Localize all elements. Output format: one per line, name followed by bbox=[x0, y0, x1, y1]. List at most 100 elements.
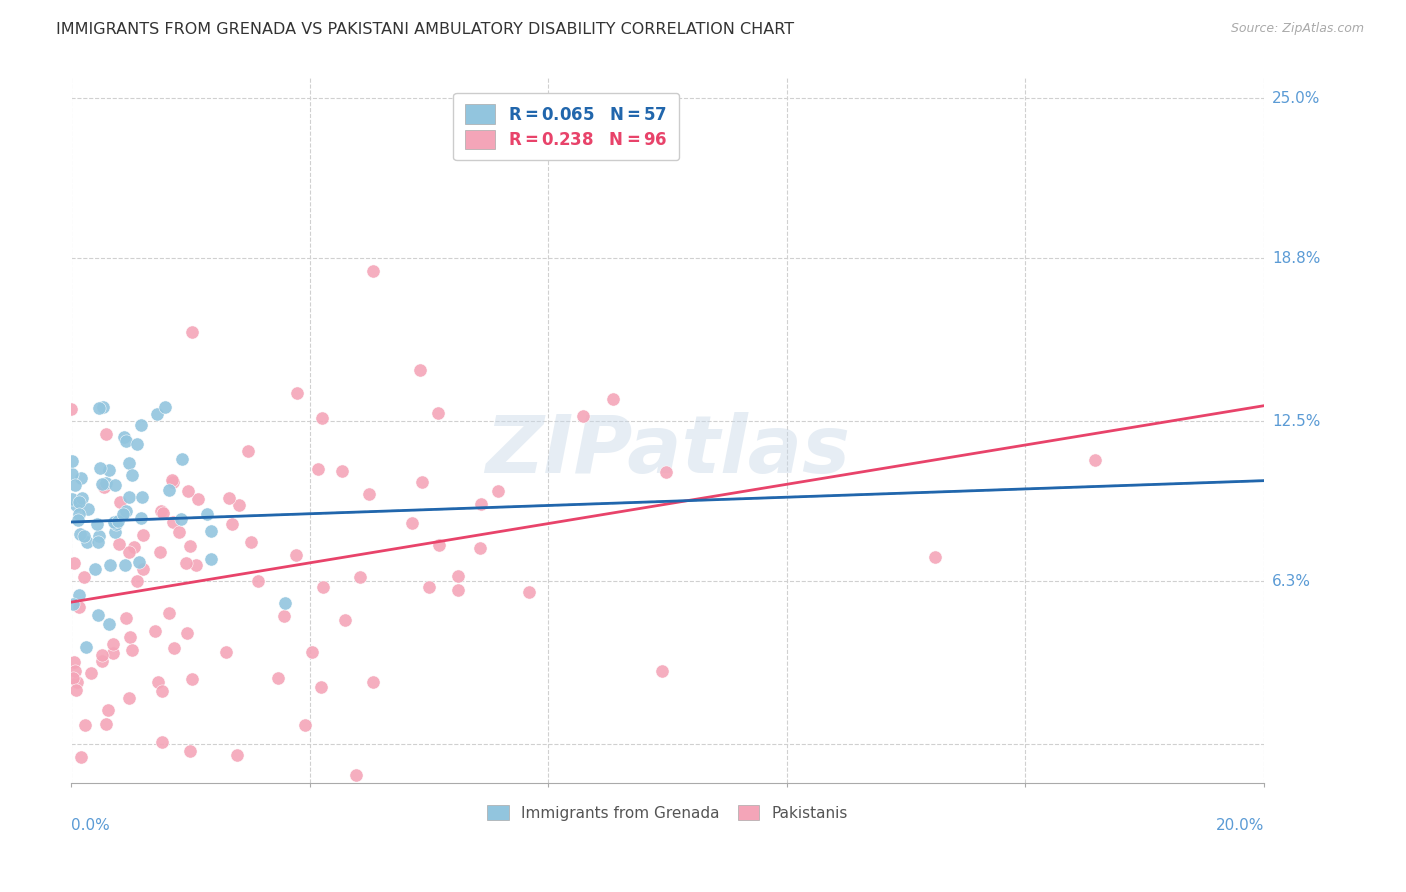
Point bbox=[181, 672, 204, 686]
Point bbox=[108, 537, 131, 551]
Point bbox=[121, 643, 143, 657]
Text: 6.3%: 6.3% bbox=[1272, 574, 1312, 589]
Point bbox=[162, 515, 184, 529]
Point bbox=[97, 703, 120, 717]
Point bbox=[401, 516, 423, 531]
Point bbox=[195, 507, 218, 521]
Point bbox=[200, 524, 222, 538]
Point bbox=[100, 558, 122, 573]
Point bbox=[101, 637, 124, 651]
Legend: Immigrants from Grenada, Pakistanis: Immigrants from Grenada, Pakistanis bbox=[479, 797, 855, 829]
Point bbox=[60, 454, 83, 468]
Point bbox=[73, 570, 96, 584]
Point bbox=[94, 717, 117, 731]
Point bbox=[104, 517, 127, 532]
Point bbox=[104, 525, 127, 540]
Point bbox=[67, 507, 90, 521]
Point bbox=[446, 568, 468, 582]
Point bbox=[408, 363, 430, 377]
Point bbox=[240, 534, 263, 549]
Point bbox=[73, 529, 96, 543]
Point bbox=[274, 596, 297, 610]
Point bbox=[236, 444, 259, 458]
Point bbox=[221, 517, 243, 532]
Point bbox=[143, 624, 166, 639]
Text: ZIPatlas: ZIPatlas bbox=[485, 412, 851, 491]
Point bbox=[70, 491, 93, 505]
Point bbox=[76, 535, 98, 549]
Point bbox=[114, 504, 136, 518]
Point bbox=[427, 538, 450, 552]
Point bbox=[121, 467, 143, 482]
Point bbox=[170, 512, 193, 526]
Point bbox=[312, 581, 335, 595]
Point bbox=[170, 452, 193, 467]
Point bbox=[418, 580, 440, 594]
Point bbox=[176, 626, 198, 640]
Point bbox=[361, 674, 384, 689]
Point bbox=[73, 718, 96, 732]
Point bbox=[146, 674, 169, 689]
Point bbox=[132, 561, 155, 575]
Point bbox=[115, 434, 138, 448]
Point bbox=[69, 471, 91, 485]
Point bbox=[62, 598, 84, 612]
Point bbox=[98, 463, 121, 477]
Point bbox=[93, 480, 115, 494]
Point bbox=[349, 570, 371, 584]
Point bbox=[76, 501, 98, 516]
Point bbox=[91, 477, 114, 491]
Point bbox=[162, 473, 184, 487]
Point bbox=[103, 515, 125, 529]
Point bbox=[111, 507, 134, 521]
Text: 20.0%: 20.0% bbox=[1216, 818, 1264, 833]
Point bbox=[357, 487, 380, 501]
Point bbox=[924, 549, 946, 564]
Point bbox=[301, 645, 323, 659]
Point bbox=[62, 671, 84, 685]
Point bbox=[446, 582, 468, 597]
Point bbox=[468, 541, 491, 555]
Point bbox=[91, 648, 114, 662]
Point bbox=[651, 664, 673, 678]
Point bbox=[63, 557, 86, 571]
Point bbox=[179, 744, 201, 758]
Point bbox=[65, 683, 87, 698]
Point bbox=[162, 475, 184, 489]
Text: IMMIGRANTS FROM GRENADA VS PAKISTANI AMBULATORY DISABILITY CORRELATION CHART: IMMIGRANTS FROM GRENADA VS PAKISTANI AMB… bbox=[56, 22, 794, 37]
Point bbox=[228, 498, 250, 512]
Point bbox=[67, 513, 90, 527]
Point bbox=[69, 527, 91, 541]
Point bbox=[273, 608, 295, 623]
Point bbox=[200, 551, 222, 566]
Point bbox=[98, 616, 121, 631]
Point bbox=[186, 558, 208, 572]
Point bbox=[65, 499, 87, 513]
Point bbox=[63, 655, 86, 669]
Point bbox=[177, 484, 200, 499]
Point bbox=[309, 680, 332, 694]
Point bbox=[149, 504, 172, 518]
Point bbox=[602, 392, 624, 406]
Point bbox=[118, 490, 141, 504]
Point bbox=[307, 461, 329, 475]
Point bbox=[287, 386, 309, 401]
Point bbox=[89, 460, 111, 475]
Point bbox=[157, 607, 180, 621]
Point bbox=[66, 675, 89, 690]
Text: Source: ZipAtlas.com: Source: ZipAtlas.com bbox=[1230, 22, 1364, 36]
Point bbox=[157, 483, 180, 498]
Point bbox=[86, 516, 108, 531]
Point bbox=[294, 718, 316, 732]
Point bbox=[149, 545, 172, 559]
Point bbox=[174, 557, 197, 571]
Point bbox=[163, 640, 186, 655]
Point bbox=[246, 574, 269, 589]
Point bbox=[129, 510, 152, 524]
Point bbox=[89, 401, 111, 416]
Point bbox=[572, 409, 595, 423]
Point bbox=[225, 747, 247, 762]
Point bbox=[131, 491, 153, 505]
Point bbox=[89, 529, 111, 543]
Point bbox=[86, 535, 108, 549]
